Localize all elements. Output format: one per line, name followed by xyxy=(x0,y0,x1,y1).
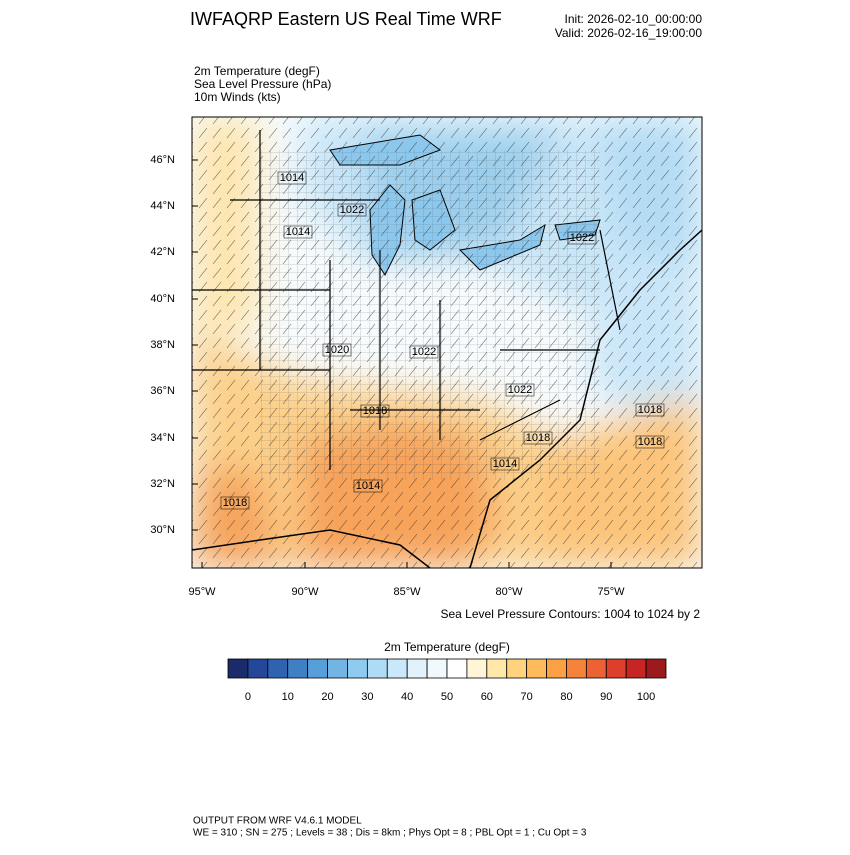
contour-label-box xyxy=(360,404,390,418)
contour-label: 1020 xyxy=(325,344,349,356)
colorbar-swatch xyxy=(466,658,488,679)
colorbar-tick-label: 70 xyxy=(521,691,533,703)
colorbar-swatch xyxy=(406,658,428,679)
lon-label: 90°W xyxy=(291,586,319,598)
lat-label: 32°N xyxy=(150,478,175,490)
colorbar-tick-label: 80 xyxy=(560,691,572,703)
colorbar-swatch xyxy=(426,658,448,679)
contour-label-box xyxy=(490,457,520,471)
colorbar-swatch xyxy=(645,658,667,679)
lat-label: 36°N xyxy=(150,385,175,397)
contour-label-box xyxy=(283,225,313,239)
map-frame xyxy=(191,116,703,569)
contour-label-box xyxy=(277,171,307,185)
colorbar-swatch xyxy=(227,658,249,679)
colorbar-tick-label: 10 xyxy=(282,691,294,703)
contour-label: 1018 xyxy=(223,497,247,509)
lat-label: 34°N xyxy=(150,432,175,444)
contour-label: 1022 xyxy=(340,204,364,216)
colorbar-swatch xyxy=(546,658,567,679)
contour-label-box xyxy=(409,345,439,359)
layer: 46°N 44°N 42°N 40°N 38°N 36°N 34°N 32°N 30°N 95°W… xyxy=(150,154,667,703)
colorbar-tick-label: 50 xyxy=(441,691,453,703)
lat-label: 30°N xyxy=(150,524,175,536)
field-label: 2m Temperature (degF) xyxy=(194,64,320,78)
colorbar-swatch xyxy=(486,658,508,679)
lat-label: 38°N xyxy=(150,339,175,351)
colorbar-tick-label: 90 xyxy=(600,691,612,703)
contour-label: 1022 xyxy=(570,232,594,244)
colorbar-swatch xyxy=(366,658,388,679)
contour-label: 1014 xyxy=(280,172,304,184)
colorbar-swatch xyxy=(506,658,528,679)
colorbar-swatch xyxy=(585,658,607,679)
contour-label: 1014 xyxy=(286,226,310,238)
footer-line: WE = 310 ; SN = 275 ; Levels = 38 ; Dis … xyxy=(193,828,587,839)
contour-label: 1018 xyxy=(363,405,387,417)
contour-note: Sea Level Pressure Contours: 1004 to 102… xyxy=(441,607,701,621)
colorbar-swatch xyxy=(566,658,587,679)
title: IWFAQRP Eastern US Real Time WRF xyxy=(190,9,502,29)
colorbar-tick-label: 100 xyxy=(637,691,655,703)
lon-label: 80°W xyxy=(495,586,523,598)
colorbar-swatch xyxy=(287,658,309,679)
contour-label-box xyxy=(337,203,367,217)
colorbar-swatch xyxy=(605,658,627,679)
lat-label: 44°N xyxy=(150,200,175,212)
contour-label-box xyxy=(567,231,597,245)
colorbar-swatch xyxy=(267,658,289,679)
contour-label: 1018 xyxy=(526,432,550,444)
colorbar-swatch xyxy=(347,658,368,679)
contour-label-box xyxy=(505,383,535,397)
colorbar-tick-label: 60 xyxy=(481,691,493,703)
lon-label: 75°W xyxy=(597,586,625,598)
colorbar-tick-label: 0 xyxy=(245,691,251,703)
colorbar-swatch xyxy=(307,658,328,679)
colorbar-swatch xyxy=(327,658,348,679)
contour-label-box xyxy=(220,496,250,510)
contour-label: 1022 xyxy=(508,384,532,396)
colorbar-swatch xyxy=(386,658,408,679)
lon-label: 85°W xyxy=(393,586,421,598)
contour-label: 1014 xyxy=(356,480,380,492)
contour-label: 1018 xyxy=(638,436,662,448)
colorbar-swatch xyxy=(247,658,269,679)
lat-label: 40°N xyxy=(150,293,175,305)
lat-label: 46°N xyxy=(150,154,175,166)
field-label: 10m Winds (kts) xyxy=(194,90,281,104)
contour-label: 1018 xyxy=(638,404,662,416)
valid-time: Valid: 2026-02-16_19:00:00 xyxy=(555,26,703,40)
colorbar-tick-label: 20 xyxy=(321,691,333,703)
field-label: Sea Level Pressure (hPa) xyxy=(194,77,331,91)
contour-label-box xyxy=(635,403,665,417)
lon-label: 95°W xyxy=(188,586,216,598)
colorbar-tick-label: 30 xyxy=(361,691,373,703)
colorbar-swatch xyxy=(446,658,468,679)
map xyxy=(192,117,702,568)
contour-label: 1022 xyxy=(412,346,436,358)
colorbar-swatch xyxy=(625,658,647,679)
contour-label-box xyxy=(635,435,665,449)
contour-label-box xyxy=(353,479,383,493)
contour-label-box xyxy=(322,343,352,357)
footer-line: OUTPUT FROM WRF V4.6.1 MODEL xyxy=(193,816,362,827)
lat-label: 42°N xyxy=(150,246,175,258)
colorbar-swatch xyxy=(526,658,547,679)
contour-label-box xyxy=(523,431,553,445)
colorbar-title: 2m Temperature (degF) xyxy=(384,640,510,654)
contour-label: 1014 xyxy=(493,458,517,470)
init-time: Init: 2026-02-10_00:00:00 xyxy=(565,12,703,26)
colorbar-tick-label: 40 xyxy=(401,691,413,703)
